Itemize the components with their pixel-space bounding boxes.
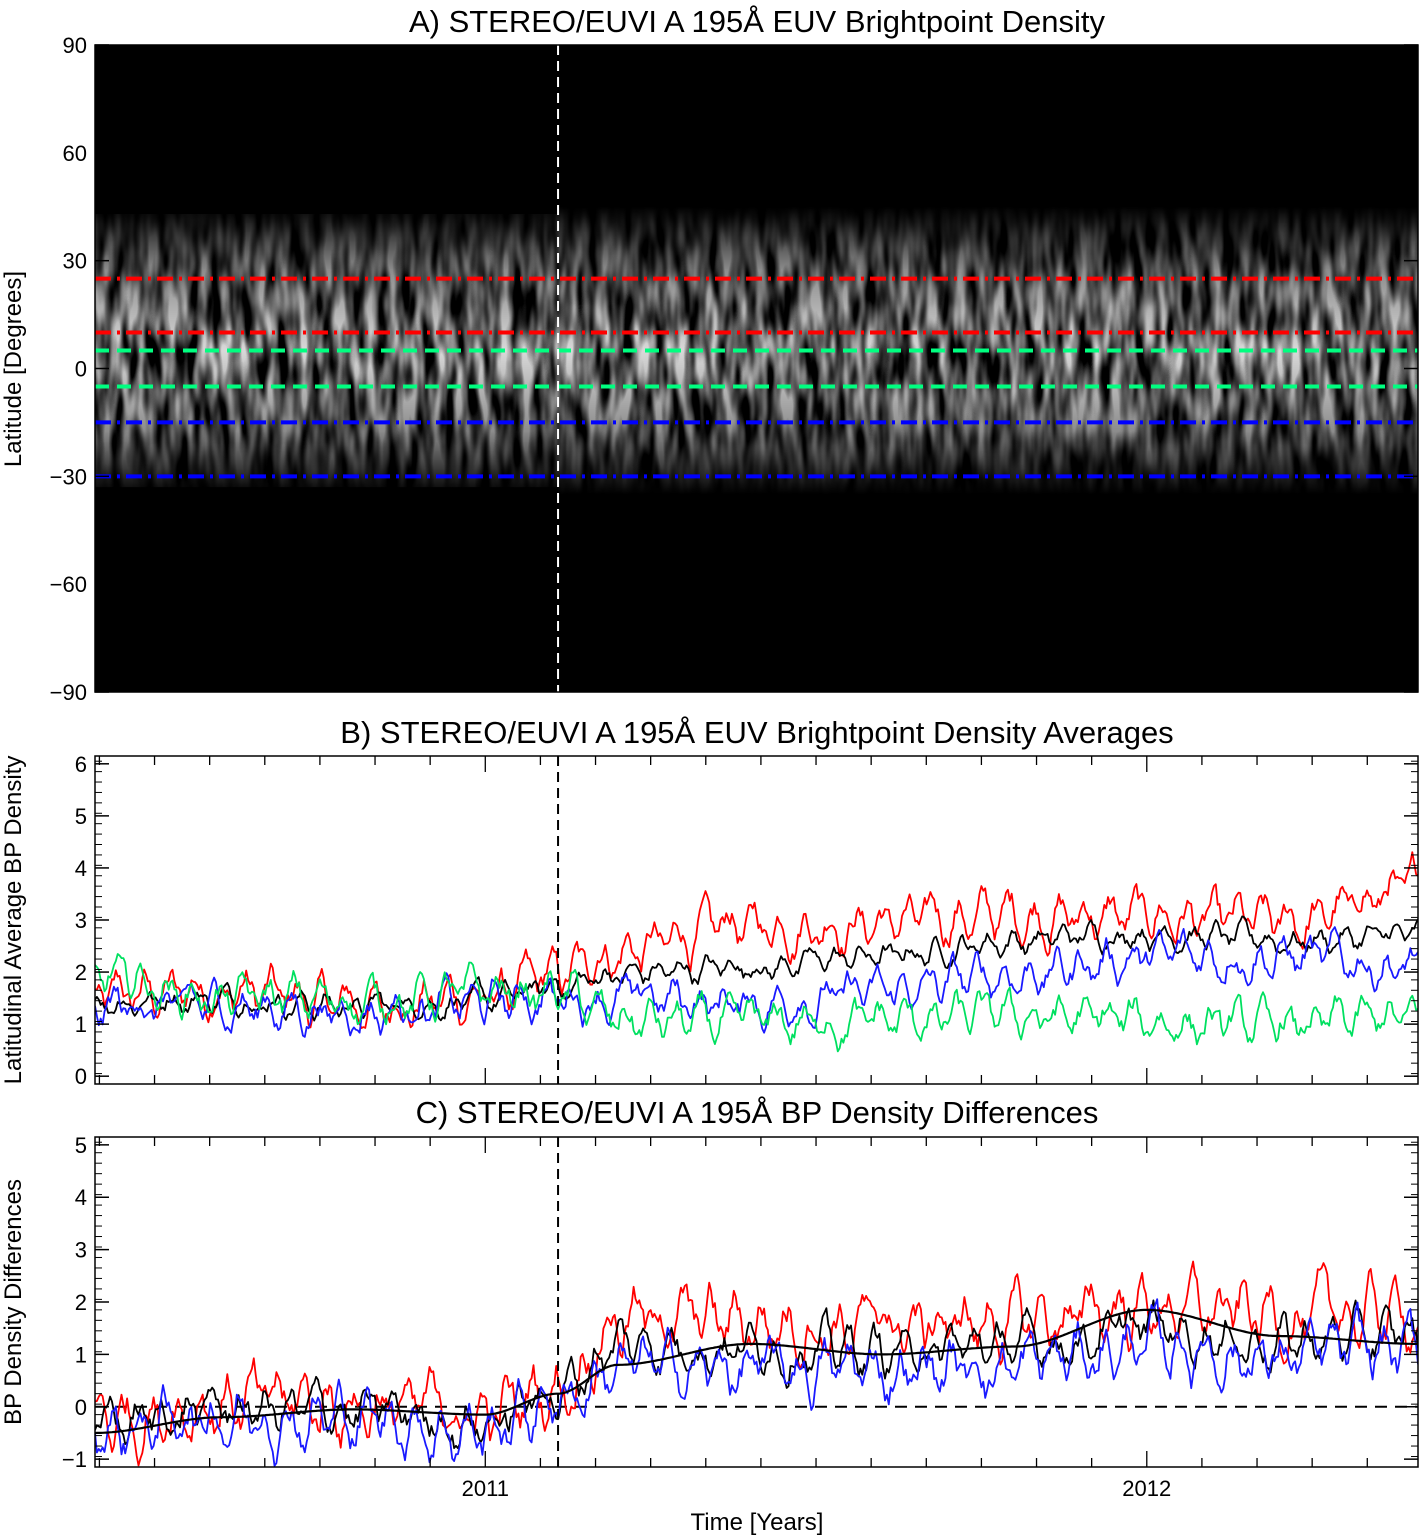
x-axis-label: Time [Years] (691, 1509, 824, 1536)
ytick-label: 6 (75, 752, 87, 777)
panel-b-ytick-labels: 0 1 2 3 4 5 6 (75, 752, 87, 1089)
series-line-3 (95, 953, 1418, 1053)
xtick-label: 2011 (462, 1476, 509, 1501)
ytick-label: 30 (63, 249, 87, 274)
panel-c-ytick-labels: −1 0 1 2 3 4 5 (62, 1133, 87, 1472)
series-line-0 (95, 851, 1418, 1029)
ytick-label: −90 (50, 680, 87, 705)
ytick-label: −30 (50, 464, 87, 489)
panel-c-line-chart: −1 0 1 2 3 4 5 2011 2012 BP Density Differences… (0, 1133, 1419, 1536)
panel-a-ylabel: Latitude [Degrees] (0, 271, 27, 467)
panel-c-title: C) STEREO/EUVI A 195Å BP Density Differe… (416, 1095, 1099, 1130)
ytick-label: 3 (75, 1238, 87, 1263)
ytick-label: −1 (62, 1447, 87, 1472)
ytick-label: 1 (75, 1012, 87, 1037)
ytick-label: 2 (75, 1290, 87, 1315)
xtick-label: 2012 (1122, 1476, 1171, 1501)
panel-b-line-chart: 0 1 2 3 4 5 6 Latitudinal Average BP Density (0, 752, 1419, 1089)
ytick-label: 0 (75, 1395, 87, 1420)
panel-b-ticks (95, 756, 1418, 1085)
panel-a-ticks (95, 44, 1418, 693)
panel-b-ylabel: Latitudinal Average BP Density (0, 756, 27, 1085)
panel-c-series (95, 1260, 1418, 1467)
ytick-label: 0 (75, 1064, 87, 1089)
panel-a-ytick-labels: 90 60 30 0 −30 −60 −90 (50, 33, 87, 705)
ytick-label: 2 (75, 960, 87, 985)
panel-c-ylabel: BP Density Differences (0, 1179, 27, 1425)
ytick-label: 0 (75, 357, 87, 382)
latitude-reference-lines (95, 276, 1418, 479)
series-line-2 (95, 926, 1418, 1038)
ytick-label: 60 (63, 141, 87, 166)
ytick-label: 3 (75, 908, 87, 933)
x-tick-labels: 2011 2012 (462, 1476, 1172, 1501)
panel-c-ticks (95, 1137, 1418, 1468)
panel-a-title: A) STEREO/EUVI A 195Å EUV Brightpoint De… (409, 4, 1106, 39)
ytick-label: 5 (75, 804, 87, 829)
series-line-2 (95, 1298, 1418, 1467)
panel-b-title: B) STEREO/EUVI A 195Å EUV Brightpoint De… (340, 715, 1173, 750)
panel-a-heatmap: 90 60 30 0 −30 −60 −90 Latitude [Degrees] (0, 33, 1419, 705)
ytick-label: 5 (75, 1133, 87, 1158)
ytick-label: 90 (63, 33, 87, 58)
ytick-label: 4 (75, 1185, 87, 1210)
ytick-label: 4 (75, 856, 87, 881)
series-line-0 (95, 1260, 1418, 1467)
smoothed-trend-line (95, 1308, 1418, 1435)
panel-b-series (95, 851, 1418, 1053)
ytick-label: 1 (75, 1342, 87, 1367)
ytick-label: −60 (50, 572, 87, 597)
series-line-1 (95, 915, 1418, 1022)
